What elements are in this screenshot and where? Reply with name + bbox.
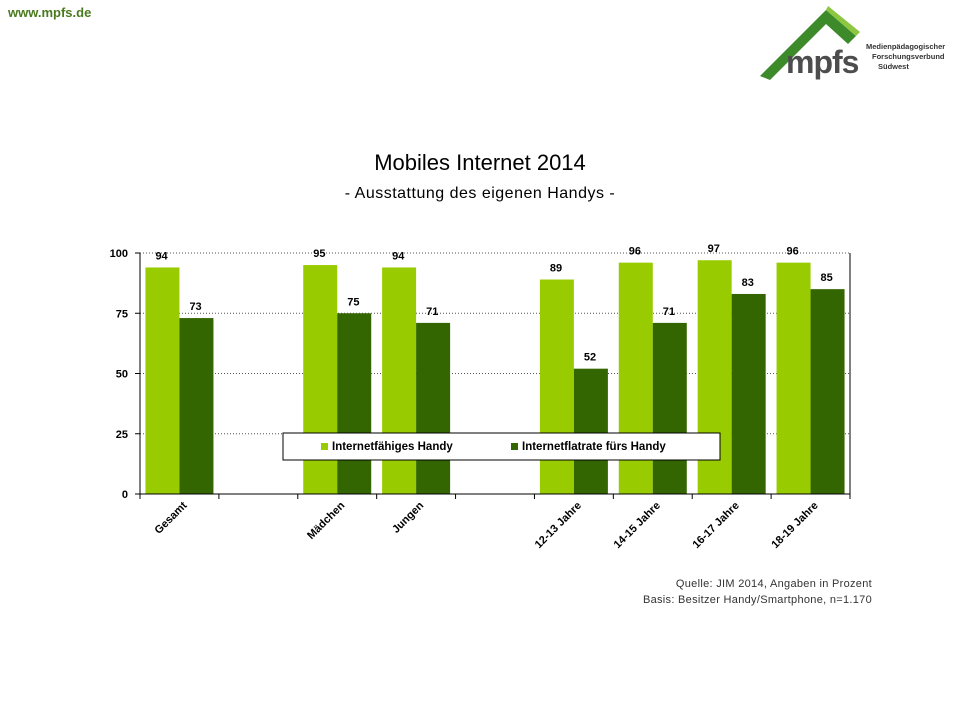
data-label: 97	[708, 243, 720, 255]
x-tick-label: Jungen	[390, 499, 426, 535]
x-tick-label: 16-17 Jahre	[690, 500, 741, 551]
data-label: 52	[584, 352, 596, 364]
data-label: 96	[787, 246, 799, 258]
bar	[652, 322, 687, 494]
data-label: 71	[426, 306, 438, 318]
basis-line: Basis: Besitzer Handy/Smartphone, n=1.17…	[642, 594, 872, 606]
logo-text: Medienpädagogischer Forschungsverbund Sü…	[866, 42, 946, 71]
legend-label: Internetflatrate fürs Handy	[522, 441, 666, 453]
bar	[416, 322, 451, 494]
source-note: Quelle: JIM 2014, Angaben in Prozent Bas…	[643, 576, 872, 608]
y-tick-label: 50	[116, 369, 128, 381]
logo-word: mpfs	[786, 44, 859, 80]
bar	[539, 279, 574, 494]
data-label: 71	[663, 306, 675, 318]
legend-swatch	[511, 443, 518, 450]
x-tick-label: Gesamt	[153, 499, 190, 536]
data-label: 95	[313, 248, 325, 260]
bar	[573, 368, 608, 494]
data-label: 94	[155, 250, 168, 262]
legend-box	[282, 432, 721, 461]
bar	[145, 267, 180, 494]
source-line: Quelle: JIM 2014, Angaben in Prozent	[675, 578, 872, 590]
data-label: 75	[347, 296, 359, 308]
data-label: 83	[742, 277, 754, 289]
data-label: 89	[550, 263, 562, 275]
data-label: 96	[629, 246, 641, 258]
bar	[179, 318, 214, 494]
bar	[776, 262, 811, 494]
chart-title: Mobiles Internet 2014	[374, 150, 586, 175]
x-tick-label: Mädchen	[305, 499, 347, 541]
bar	[731, 293, 766, 494]
legend-swatch	[321, 443, 328, 450]
x-tick-label: 12-13 Jahre	[533, 500, 584, 551]
data-label: 85	[821, 272, 833, 284]
bar	[337, 313, 372, 494]
x-tick-label: 18-19 Jahre	[769, 500, 820, 551]
chart-subtitle: - Ausstattung des eigenen Handys -	[344, 185, 616, 202]
y-tick-label: 100	[110, 248, 128, 260]
site-url[interactable]: www.mpfs.de	[8, 5, 92, 20]
data-label: 73	[189, 301, 201, 313]
y-tick-label: 0	[122, 489, 128, 501]
bar	[810, 289, 845, 494]
y-tick-label: 75	[116, 308, 128, 320]
legend-label: Internetfähiges Handy	[332, 441, 453, 453]
y-tick-label: 25	[116, 429, 128, 441]
mpfs-logo: mpfs Medienpädagogischer Forschungsverbu…	[756, 6, 956, 86]
data-label: 94	[392, 250, 405, 262]
x-tick-label: 14-15 Jahre	[612, 500, 663, 551]
logo-roof-icon	[760, 6, 860, 80]
